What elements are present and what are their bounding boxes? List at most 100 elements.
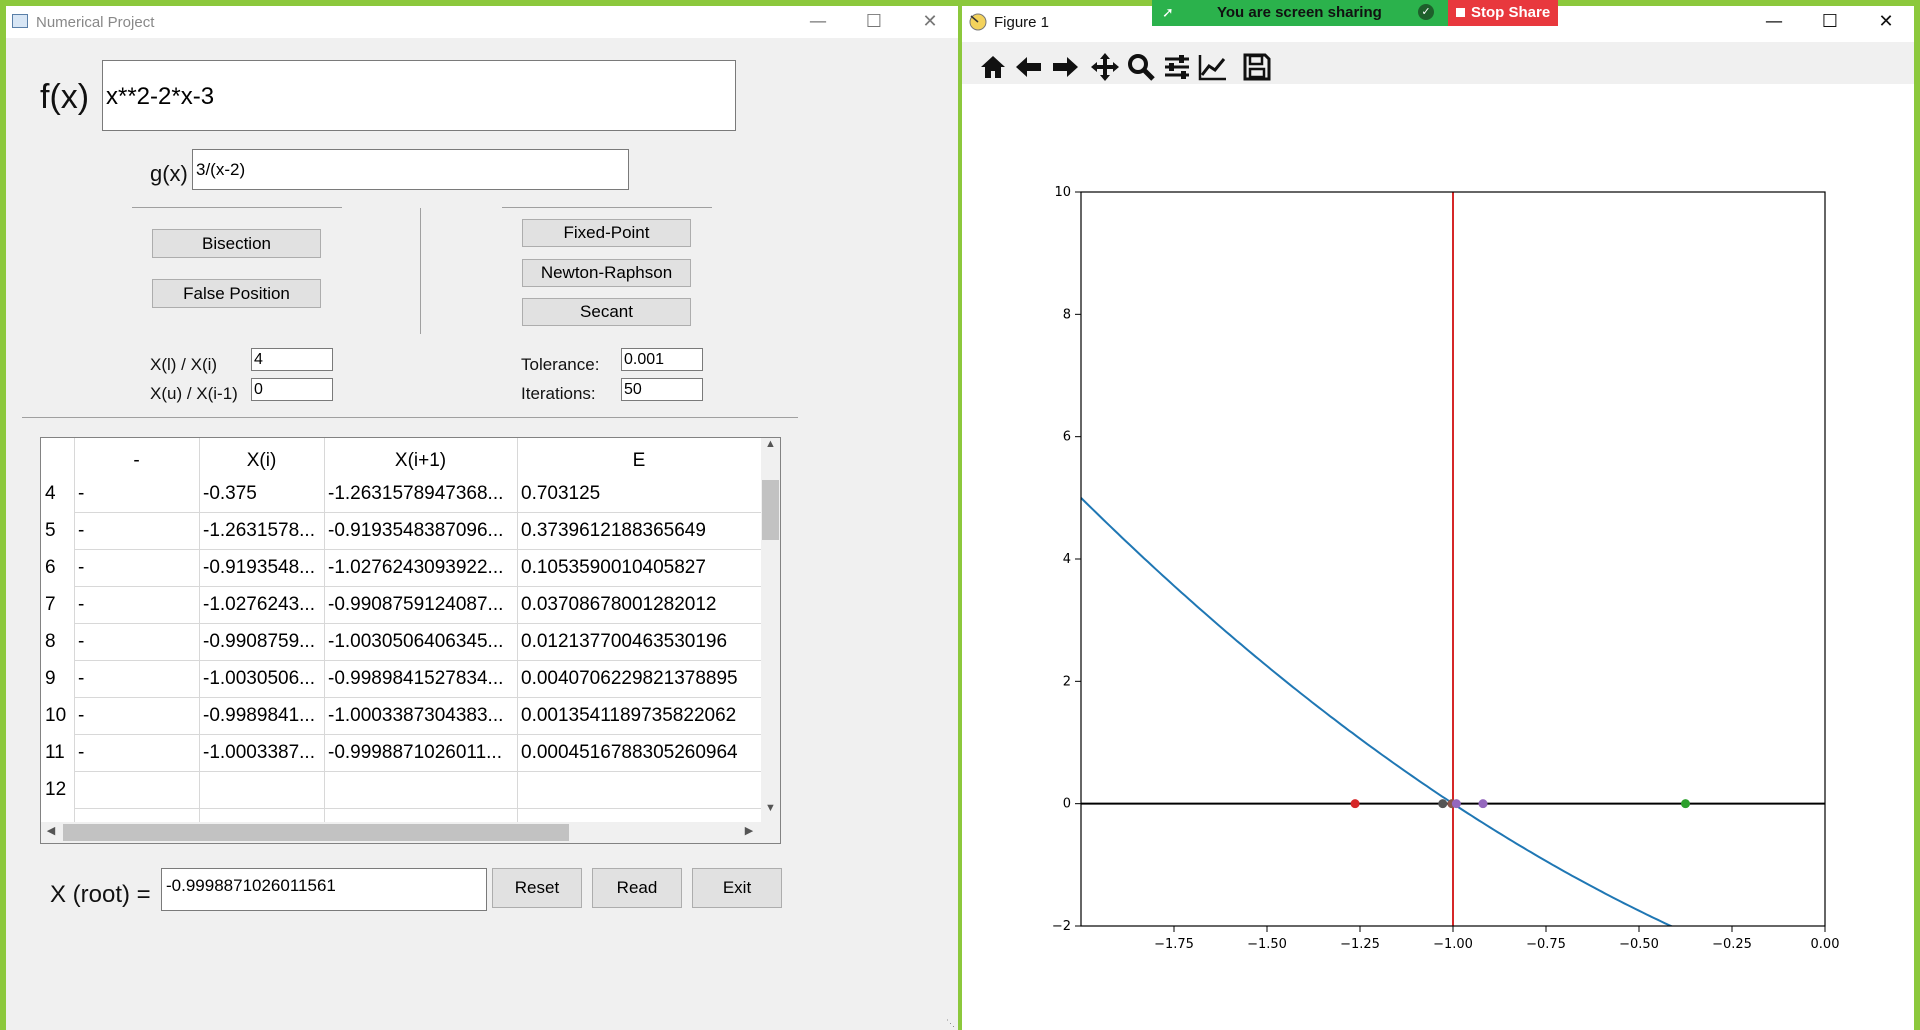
scroll-down-icon[interactable]: ▼ (765, 802, 776, 814)
close-icon[interactable]: ✕ (1878, 11, 1894, 32)
fixed-point-button[interactable]: Fixed-Point (522, 219, 691, 247)
separator (22, 417, 798, 418)
table-cell[interactable]: -0.9989841... (203, 705, 315, 726)
table-cell[interactable]: - (78, 742, 85, 763)
pan-icon[interactable] (1088, 50, 1122, 84)
row-number[interactable]: 11 (45, 742, 65, 763)
table-cell[interactable]: 0.0040706229821378895 (521, 668, 738, 689)
table-cell[interactable]: 0.0004516788305260964 (521, 742, 738, 763)
newton-raphson-button[interactable]: Newton-Raphson (522, 259, 691, 287)
column-header[interactable]: - (133, 450, 140, 471)
save-icon[interactable] (1240, 50, 1274, 84)
table-cell[interactable]: -0.9998871026011... (328, 742, 502, 763)
row-number[interactable]: 5 (45, 520, 56, 541)
table-cell[interactable]: -1.0030506406345... (328, 631, 504, 652)
column-header[interactable]: X(i) (246, 450, 277, 471)
gx-input[interactable]: 3/(x-2) (192, 149, 629, 190)
forward-arrow-icon[interactable] (1048, 50, 1082, 84)
resize-grip-icon[interactable]: ⋱ (946, 1018, 955, 1028)
maximize-icon[interactable]: ☐ (865, 11, 883, 32)
table-cell[interactable]: - (78, 631, 85, 652)
table-cell[interactable]: 0.03708678001282012 (521, 594, 717, 615)
edit-axis-icon[interactable] (1196, 50, 1230, 84)
scroll-left-icon[interactable]: ◀ (46, 825, 56, 837)
row-number[interactable]: 10 (45, 705, 67, 726)
table-cell[interactable]: - (78, 668, 85, 689)
table-cell[interactable]: - (78, 557, 85, 578)
minimize-icon[interactable]: — (1765, 11, 1783, 32)
row-number[interactable]: 8 (45, 631, 56, 652)
iterations-table[interactable]: - X(i) X(i+1) E 4 - -0.375 -1.2631578947368… (40, 437, 781, 844)
row-number[interactable]: 12 (45, 779, 67, 800)
title-bar[interactable]: Numerical Project — ☐ ✕ (6, 6, 958, 38)
minimize-icon[interactable]: — (809, 11, 827, 32)
secant-button[interactable]: Secant (522, 298, 691, 326)
table-cell[interactable]: -0.9193548387096... (328, 520, 504, 541)
table-cell[interactable]: -1.0276243093922... (328, 557, 504, 578)
fx-label: f(x) (40, 78, 90, 116)
root-output[interactable]: -0.9998871026011561 (161, 868, 487, 911)
row-number[interactable]: 6 (45, 557, 56, 578)
table-cell[interactable]: -1.2631578947368... (328, 483, 504, 504)
iterations-input[interactable]: 50 (621, 378, 703, 401)
table-cell[interactable]: - (78, 594, 85, 615)
table-cell[interactable]: - (78, 520, 85, 541)
plot-canvas[interactable]: −1.75 −1.50 −1.25 −1.00 −0.75 −0.50 −0.25 0.00 −… (962, 6, 1914, 1030)
home-icon[interactable] (976, 50, 1010, 84)
table-cell[interactable]: 0.3739612188365649 (521, 520, 706, 541)
grid-line (517, 438, 518, 822)
bisection-button[interactable]: Bisection (152, 229, 321, 258)
y-tick-label: 4 (1063, 552, 1071, 567)
scroll-right-icon[interactable]: ▶ (744, 825, 754, 837)
x-tick-label: −0.50 (1619, 937, 1659, 952)
maximize-icon[interactable]: ☐ (1821, 11, 1839, 32)
table-cell[interactable]: -1.0003387304383... (328, 705, 504, 726)
separator (132, 207, 342, 208)
row-number[interactable]: 9 (45, 668, 56, 689)
column-header[interactable]: X(i+1) (394, 450, 447, 471)
table-cell[interactable]: -1.0030506... (203, 668, 315, 689)
xu-input[interactable]: 0 (251, 378, 333, 401)
grid-line (74, 549, 761, 550)
table-cell[interactable]: -0.375 (203, 483, 257, 504)
table-cell[interactable]: -0.9989841527834... (328, 668, 504, 689)
table-cell[interactable]: 0.0013541189735822062 (521, 705, 737, 726)
scroll-up-icon[interactable]: ▲ (765, 438, 776, 450)
grid-line (199, 438, 200, 822)
table-cell[interactable]: -0.9908759124087... (328, 594, 504, 615)
table-cell[interactable]: -1.2631578... (203, 520, 315, 541)
horizontal-scrollbar[interactable]: ◀ ▶ (41, 822, 780, 843)
table-cell[interactable]: 0.1053590010405827 (521, 557, 706, 578)
fx-input[interactable]: x**2-2*x-3 (102, 60, 736, 131)
stop-share-button[interactable]: Stop Share (1448, 0, 1558, 26)
reset-button[interactable]: Reset (492, 868, 582, 908)
matplotlib-icon (969, 13, 987, 31)
table-cell[interactable]: 0.012137700463530196 (521, 631, 728, 652)
xu-label: X(u) / X(i-1) (150, 384, 238, 403)
back-arrow-icon[interactable] (1012, 50, 1046, 84)
xl-input[interactable]: 4 (251, 348, 333, 371)
row-number[interactable]: 4 (45, 483, 56, 504)
table-cell[interactable]: -0.9193548... (203, 557, 315, 578)
row-number[interactable]: 7 (45, 594, 56, 615)
read-button[interactable]: Read (592, 868, 682, 908)
configure-subplots-icon[interactable] (1160, 50, 1194, 84)
vertical-scrollbar[interactable]: ▲ ▼ (761, 438, 780, 822)
table-cell[interactable]: -0.9908759... (203, 631, 315, 652)
false-position-button[interactable]: False Position (152, 279, 321, 308)
scrollbar-thumb[interactable] (63, 824, 569, 841)
column-header[interactable]: E (632, 450, 646, 471)
grid-line (74, 586, 761, 587)
x-tick-label: −1.25 (1340, 937, 1380, 952)
tolerance-input[interactable]: 0.001 (621, 348, 703, 371)
table-cell[interactable]: -1.0276243... (203, 594, 315, 615)
table-cell[interactable]: - (78, 705, 85, 726)
scrollbar-thumb[interactable] (762, 480, 779, 540)
table-cell[interactable]: -1.0003387... (203, 742, 315, 763)
close-icon[interactable]: ✕ (922, 11, 938, 32)
exit-button[interactable]: Exit (692, 868, 782, 908)
table-cell[interactable]: 0.703125 (521, 483, 601, 504)
table-cell[interactable]: - (78, 483, 85, 504)
grid-line (324, 438, 325, 822)
zoom-icon[interactable] (1124, 50, 1158, 84)
